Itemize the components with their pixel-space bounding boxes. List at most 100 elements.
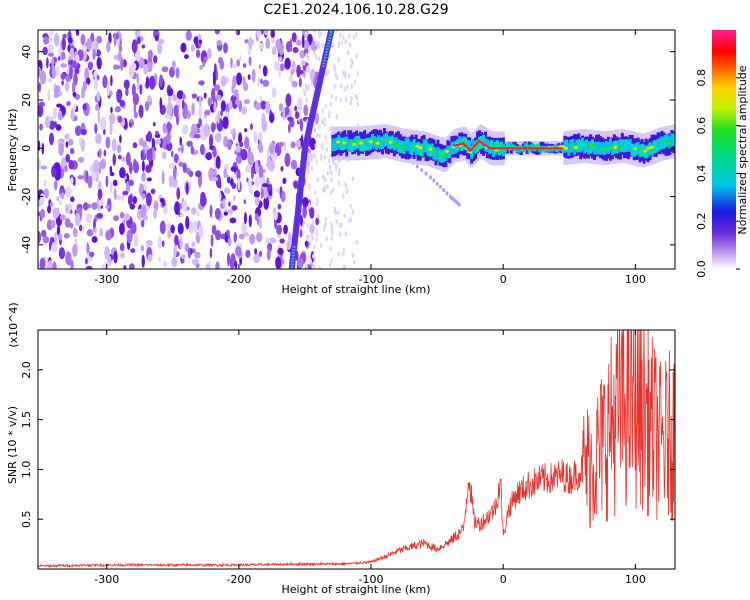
- heatmap-cell: [326, 184, 329, 190]
- heatmap-cell: [344, 96, 348, 102]
- heatmap-cell: [227, 236, 232, 247]
- heatmap-cell: [424, 171, 428, 176]
- heatmap-cell: [118, 44, 123, 53]
- heatmap-cell: [72, 227, 78, 238]
- heatmap-cell: [666, 134, 670, 147]
- heatmap-cell: [106, 82, 111, 97]
- heatmap-cell: [79, 54, 83, 59]
- heatmap-cell: [309, 258, 312, 264]
- heatmap-cell: [297, 257, 304, 269]
- heatmap-cell: [179, 213, 184, 218]
- heatmap-cell: [61, 37, 66, 51]
- heatmap-cell: [98, 199, 105, 207]
- heatmap-cell: [346, 84, 349, 90]
- heatmap-cell: [310, 232, 313, 238]
- heatmap-cell: [289, 38, 293, 52]
- heatmap-cell: [323, 176, 327, 182]
- heatmap-cell: [380, 136, 384, 149]
- heatmap-cell: [306, 222, 309, 228]
- heatmap-cell: [284, 152, 291, 167]
- heatmap-cell: [420, 143, 424, 157]
- heatmap-cell: [166, 123, 173, 131]
- heatmap-cell: [51, 241, 58, 253]
- heatmap-cell: [273, 61, 281, 72]
- heatmap-cell: [280, 190, 286, 203]
- heatmap-cell: [91, 170, 98, 181]
- heatmap-cell: [220, 100, 227, 112]
- heatmap-cell: [295, 139, 302, 148]
- heatmap-cell: [231, 64, 237, 69]
- heatmap-cell: [587, 141, 591, 155]
- heatmap-cell: [265, 100, 271, 115]
- heatmap-cell: [172, 178, 178, 188]
- heatmap-cell: [123, 265, 127, 269]
- heatmap-cell: [48, 132, 55, 146]
- heatmap-cell: [71, 60, 79, 69]
- heatmap-cell: [215, 155, 221, 170]
- heatmap-cell: [388, 140, 393, 144]
- heatmap-cell: [342, 247, 346, 253]
- heatmap-cell: [218, 56, 224, 65]
- heatmap-cell: [385, 138, 390, 142]
- heatmap-cell: [342, 35, 345, 41]
- heatmap-cell: [96, 56, 102, 70]
- heatmap-cell: [70, 196, 75, 203]
- heatmap-cell: [235, 246, 242, 257]
- heatmap-cell: [352, 142, 357, 146]
- heatmap-cell: [120, 252, 125, 259]
- heatmap-cell: [204, 109, 211, 116]
- heatmap-cell: [335, 140, 340, 144]
- heatmap-cell: [348, 73, 351, 79]
- heatmap-cell: [263, 187, 268, 199]
- heatmap-cell: [94, 123, 98, 134]
- heatmap-cell: [243, 98, 251, 105]
- heatmap-cell: [583, 141, 587, 154]
- heatmap-cell: [181, 258, 185, 264]
- heatmap-cell: [188, 170, 194, 178]
- figure-title: C2E1.2024.106.10.28.G29: [263, 2, 448, 18]
- heatmap-cell: [342, 264, 346, 269]
- snr-y-tick-label: 1.5: [20, 411, 33, 429]
- heatmap-cell: [136, 72, 140, 85]
- colorbar-tick-label: 0.0: [695, 260, 708, 278]
- heatmap-cell: [303, 91, 307, 97]
- heatmap-cell: [258, 250, 263, 257]
- heatmap-cell: [291, 32, 297, 43]
- heatmap-cell: [198, 105, 203, 119]
- heatmap-cell: [262, 79, 270, 87]
- heatmap-cell: [185, 30, 192, 41]
- heatmap-cell: [146, 204, 149, 213]
- heatmap-cell: [329, 101, 333, 107]
- heatmap-cell: [122, 59, 127, 68]
- heatmap-cell: [547, 146, 551, 153]
- snr-x-tick-label: -300: [94, 573, 119, 586]
- heatmap-cell: [153, 208, 157, 219]
- heatmap-cell: [445, 149, 450, 153]
- heatmap-cell: [194, 134, 201, 139]
- heatmap-cell: [343, 86, 346, 92]
- heatmap-cell: [145, 215, 148, 221]
- heatmap-cell: [101, 263, 108, 269]
- heatmap-cell: [72, 91, 77, 98]
- heatmap-cell: [337, 171, 341, 177]
- heatmap-cell: [69, 47, 75, 60]
- heatmap-cell: [141, 172, 146, 182]
- heatmap-cell: [247, 180, 253, 187]
- heatmap-cell: [587, 145, 592, 149]
- spectrogram-y-ticks: -40 -20 0 20 40: [20, 45, 675, 254]
- heatmap-cell: [338, 222, 342, 228]
- heatmap-cell: [329, 170, 333, 176]
- heatmap-cell: [162, 260, 168, 268]
- heatmap-cell: [132, 196, 138, 205]
- heatmap-cell: [323, 122, 326, 128]
- heatmap-cell: [256, 217, 260, 226]
- heatmap-cell: [202, 60, 205, 67]
- heatmap-cell: [313, 244, 316, 250]
- heatmap-cell: [305, 97, 308, 103]
- heatmap-cell: [87, 175, 93, 189]
- heatmap-cell: [420, 168, 424, 173]
- heatmap-cell: [87, 61, 94, 71]
- heatmap-cell: [418, 143, 422, 156]
- heatmap-cell: [96, 212, 104, 219]
- heatmap-cell: [279, 238, 285, 244]
